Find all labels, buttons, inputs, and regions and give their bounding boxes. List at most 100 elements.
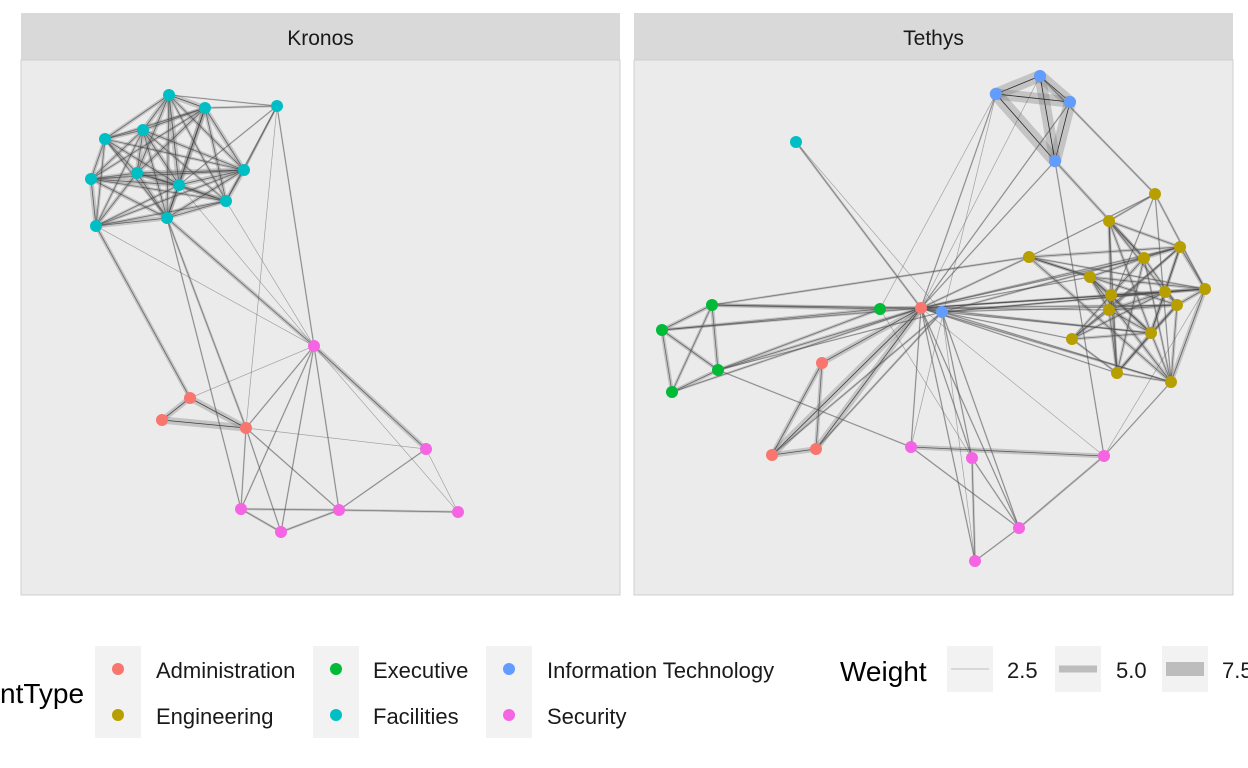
node-facilities — [238, 164, 250, 176]
edge — [815, 362, 823, 450]
edge — [771, 448, 817, 456]
edge — [920, 307, 1118, 374]
edge-halo — [710, 303, 923, 310]
edge — [920, 101, 1071, 309]
edge-halo — [941, 311, 973, 459]
edge-halo — [974, 527, 1020, 562]
node-facilities — [161, 212, 173, 224]
node-administration — [240, 422, 252, 434]
node-facilities — [163, 89, 175, 101]
edge — [104, 107, 206, 140]
edge — [941, 311, 1172, 383]
edge — [1071, 309, 1110, 340]
edge — [974, 527, 1020, 562]
edge — [920, 307, 1110, 311]
edge — [90, 138, 106, 180]
edge — [910, 446, 1020, 529]
edge — [240, 508, 282, 533]
edge-halo — [225, 200, 315, 347]
edge-halo — [919, 306, 1153, 335]
edge — [142, 129, 168, 219]
edge — [1071, 338, 1118, 374]
node-engineering — [1023, 251, 1035, 263]
edge — [971, 457, 976, 562]
node-security — [1098, 450, 1110, 462]
edge-halo — [1088, 275, 1207, 291]
edge — [661, 308, 881, 331]
legend-key-dot — [503, 663, 515, 675]
edge — [168, 94, 245, 171]
legend-label: 7.5 — [1222, 658, 1248, 683]
legend-key-dot — [503, 709, 515, 721]
edge-halo — [941, 311, 1020, 529]
edge-halo — [94, 137, 107, 228]
edge — [941, 291, 1166, 313]
edge — [168, 94, 278, 107]
edge-halo — [239, 507, 283, 534]
edge-halo — [1107, 219, 1182, 249]
edge — [1028, 256, 1206, 290]
edge — [795, 141, 922, 309]
legend-label: Facilities — [373, 704, 459, 729]
edge-halo — [240, 427, 247, 510]
edge — [104, 129, 144, 140]
edge-halo — [920, 307, 1020, 529]
edge — [1039, 75, 1156, 195]
node-facilities — [220, 195, 232, 207]
node-engineering — [1165, 376, 1177, 388]
edge-halo — [189, 345, 315, 399]
edge-halo — [920, 75, 1041, 309]
legend-label: Engineering — [156, 704, 273, 729]
edge — [941, 311, 1152, 334]
legend-weight-5-0: 5.0 — [1055, 646, 1147, 692]
edge-halo — [94, 168, 246, 228]
legend-label: Administration — [156, 658, 295, 683]
node-engineering — [1199, 283, 1211, 295]
edge — [920, 307, 1105, 457]
edge-halo — [1103, 381, 1172, 457]
edge — [178, 184, 315, 347]
node-security — [333, 504, 345, 516]
edge-halo — [1027, 255, 1179, 307]
edge — [161, 419, 247, 429]
edge-halo — [225, 105, 278, 202]
edge — [815, 307, 922, 450]
edge — [90, 178, 97, 227]
node-facilities — [90, 220, 102, 232]
edge — [941, 304, 1178, 313]
edge — [90, 178, 168, 219]
edge-halo — [910, 93, 997, 448]
node-security — [275, 526, 287, 538]
edge — [920, 75, 1041, 309]
node-engineering — [1084, 271, 1096, 283]
edge — [1108, 220, 1145, 259]
edge — [995, 93, 1071, 103]
edge — [1179, 246, 1206, 290]
edge-halo — [920, 160, 1056, 309]
legend-label: 5.0 — [1116, 658, 1147, 683]
edge — [204, 105, 278, 109]
edge — [136, 107, 206, 174]
edge — [941, 311, 976, 562]
edge-halo — [920, 288, 1206, 309]
edge — [920, 307, 1020, 529]
edge-halo — [941, 311, 1172, 383]
edge — [245, 345, 315, 429]
edge-halo — [245, 427, 340, 511]
edge — [920, 304, 1178, 309]
node-facilities — [99, 133, 111, 145]
node-engineering — [1066, 333, 1078, 345]
node-engineering — [1105, 289, 1117, 301]
edge-halo — [203, 104, 279, 110]
node-layer — [656, 70, 1211, 567]
node-security — [966, 452, 978, 464]
node-facilities — [199, 102, 211, 114]
node-engineering — [1159, 286, 1171, 298]
edge-halo — [338, 448, 427, 511]
edge-halo — [919, 245, 1182, 310]
edge — [95, 129, 144, 227]
edge-layer — [660, 70, 1208, 563]
edge-halo — [1107, 192, 1157, 223]
legend-label: Security — [547, 704, 626, 729]
edge-halo — [919, 293, 1113, 310]
